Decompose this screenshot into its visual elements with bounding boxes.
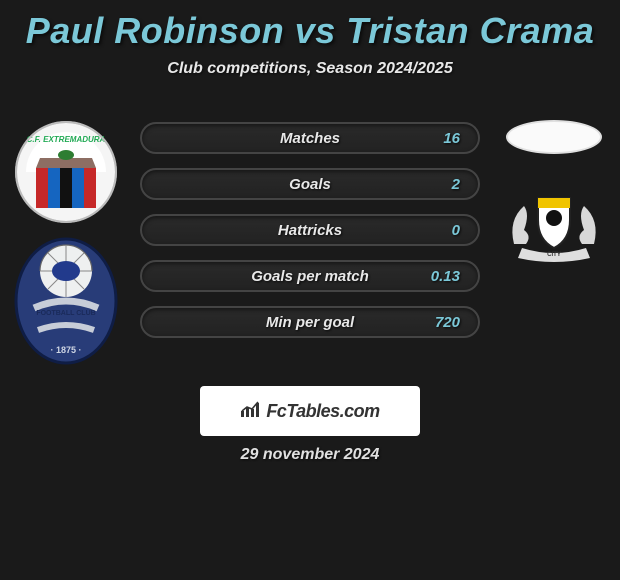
stat-p2-value: 16 [420,130,460,147]
stat-p2-value: 0 [420,222,460,239]
right-badges-column: CITY [494,120,614,268]
barline-chart-icon [240,400,262,423]
stat-bars: Matches 16 Goals 2 Hattricks 0 Goals per… [140,122,480,338]
svg-text:C.F. EXTREMADURA: C.F. EXTREMADURA [27,135,106,144]
page-subtitle: Club competitions, Season 2024/2025 [0,60,620,78]
stat-row-matches: Matches 16 [140,122,480,154]
generated-date: 29 november 2024 [241,446,380,464]
stat-p2-value: 0.13 [420,268,460,285]
blank-oval-badge-icon [506,120,602,154]
stat-label: Goals [289,176,331,193]
birmingham-city-badge-icon: FOOTBALL CLUB · 1875 · [14,236,118,366]
crest-lions-badge-icon: CITY [502,174,606,268]
stat-label: Matches [280,130,340,147]
stat-row-goals: Goals 2 [140,168,480,200]
left-badges-column: C.F. EXTREMADURA FOOTBALL CLUB · 1875 · [6,120,126,366]
svg-text:· 1875 ·: · 1875 · [50,345,81,355]
stat-label: Min per goal [266,314,354,331]
stat-label: Hattricks [278,222,342,239]
stat-row-hattricks: Hattricks 0 [140,214,480,246]
stat-row-gpm: Goals per match 0.13 [140,260,480,292]
stat-row-mpg: Min per goal 720 [140,306,480,338]
stat-p2-value: 2 [420,176,460,193]
svg-text:CITY: CITY [547,252,561,258]
brand-box: FcTables.com [200,386,420,436]
extremadura-badge-icon: C.F. EXTREMADURA [14,120,118,224]
svg-text:FOOTBALL CLUB: FOOTBALL CLUB [36,310,95,317]
brand-text: FcTables.com [266,401,379,422]
stat-label: Goals per match [251,268,369,285]
stat-p2-value: 720 [420,314,460,331]
page-title: Paul Robinson vs Tristan Crama [0,0,620,52]
